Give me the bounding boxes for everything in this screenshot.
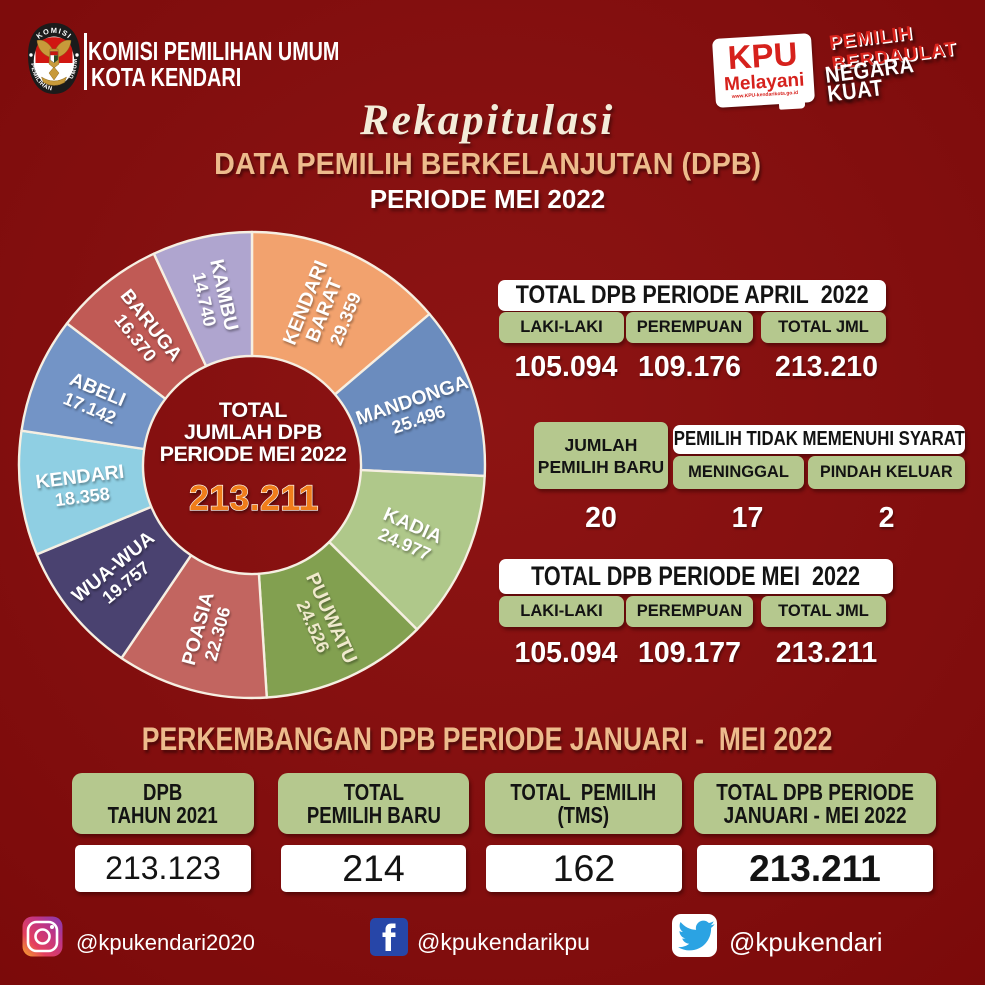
svg-text:213.211: 213.211 (189, 478, 319, 518)
svg-text:PERIODE MEI 2022: PERIODE MEI 2022 (160, 442, 347, 466)
svg-text:UMUM: UMUM (68, 58, 79, 80)
svg-text:JUMLAH DPB: JUMLAH DPB (184, 420, 322, 444)
svg-text:TOTAL: TOTAL (219, 398, 287, 422)
